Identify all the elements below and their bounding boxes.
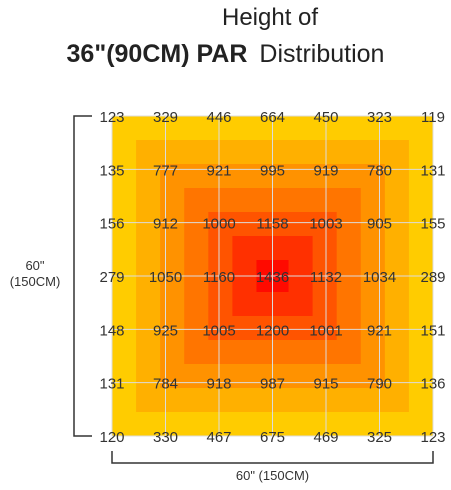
par-value-label: 1050 — [149, 269, 182, 286]
par-value-label: 148 — [99, 322, 124, 339]
width-bracket — [111, 451, 434, 464]
par-value-label: 1132 — [310, 269, 342, 286]
par-value-label: 135 — [99, 162, 124, 179]
par-value-label: 123 — [99, 109, 124, 126]
par-value-label: 921 — [206, 162, 231, 179]
par-value-label: 119 — [421, 109, 445, 126]
par-value-label: 450 — [313, 109, 338, 126]
par-value-label: 131 — [99, 376, 124, 393]
chart-title-line2: 36"(90CM) PAR Distribution — [0, 40, 451, 69]
par-value-label: 925 — [153, 322, 178, 339]
par-value-label: 323 — [367, 109, 392, 126]
dimension-x-label: 60" (150CM) — [235, 468, 310, 483]
chart-title-rest: Distribution — [259, 40, 385, 68]
par-value-label: 784 — [153, 376, 178, 393]
par-value-label: 919 — [313, 162, 338, 179]
dimension-y-line2: (150CM) — [9, 274, 61, 289]
par-value-label: 1200 — [256, 322, 289, 339]
par-value-label: 155 — [420, 216, 445, 233]
par-value-label: 279 — [99, 269, 124, 286]
par-value-label: 1158 — [256, 216, 288, 233]
par-value-label: 790 — [367, 376, 392, 393]
par-value-label: 446 — [206, 109, 231, 126]
par-value-label: 131 — [420, 162, 445, 179]
par-value-label: 1003 — [309, 216, 342, 233]
chart-title-line1-text: Height of — [222, 4, 319, 31]
dimension-y-label: 60" (150CM) — [0, 258, 70, 290]
par-value-label: 1160 — [203, 269, 235, 286]
height-bracket — [73, 115, 92, 437]
par-value-label: 915 — [313, 376, 338, 393]
par-value-label: 905 — [367, 216, 392, 233]
grid-lines — [111, 115, 434, 437]
par-value-label: 1001 — [309, 322, 342, 339]
par-value-label: 289 — [420, 269, 445, 286]
par-value-label: 921 — [367, 322, 392, 339]
par-value-label: 1436 — [256, 269, 289, 286]
par-value-label: 120 — [99, 429, 124, 446]
par-value-label: 664 — [260, 109, 285, 126]
par-value-label: 329 — [153, 109, 178, 126]
dimension-y-line1: 60" — [25, 258, 45, 273]
par-value-label: 330 — [153, 429, 178, 446]
dimension-brackets — [73, 115, 434, 464]
value-labels: 123 329 446 664 450 323 119 135 777 921 995 919 780 1… — [99, 109, 445, 446]
par-value-label: 469 — [313, 429, 338, 446]
par-value-label: 780 — [367, 162, 392, 179]
par-value-label: 777 — [153, 162, 178, 179]
par-value-label: 1034 — [363, 269, 396, 286]
par-value-label: 151 — [420, 322, 445, 339]
par-value-label: 987 — [260, 376, 285, 393]
par-value-label: 912 — [153, 216, 178, 233]
par-value-label: 325 — [367, 429, 392, 446]
chart-title-bold: 36"(90CM) PAR — [66, 40, 248, 68]
par-value-label: 675 — [260, 429, 285, 446]
par-value-label: 1005 — [202, 322, 235, 339]
par-value-label: 918 — [206, 376, 231, 393]
par-value-label: 156 — [99, 216, 124, 233]
par-value-label: 136 — [420, 376, 445, 393]
chart-title-line1: Height of — [50, 4, 451, 32]
par-value-label: 123 — [420, 429, 445, 446]
par-value-label: 1000 — [202, 216, 235, 233]
par-value-label: 467 — [206, 429, 231, 446]
par-value-label: 995 — [260, 162, 285, 179]
